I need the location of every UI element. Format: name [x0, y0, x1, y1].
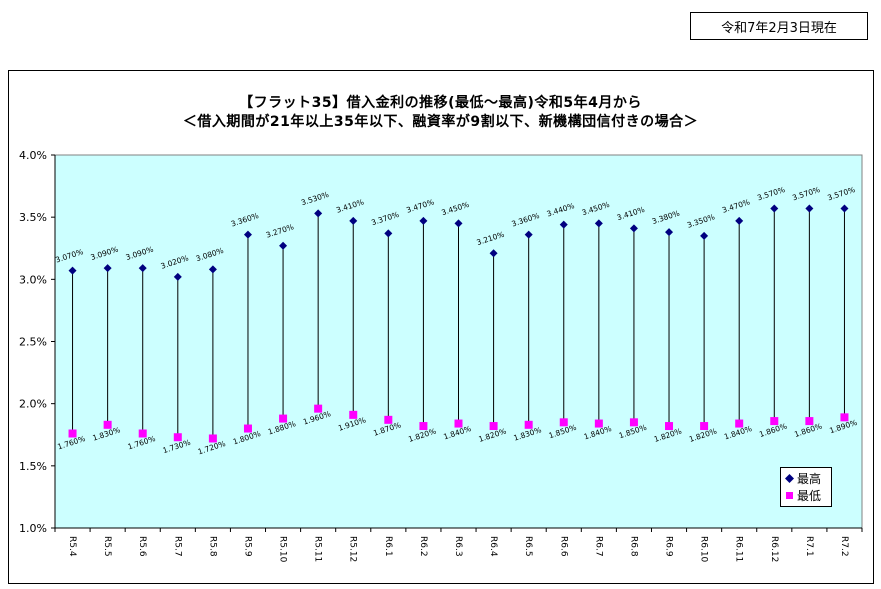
max-point — [349, 216, 358, 225]
y-tick-label: 4.0% — [19, 149, 47, 162]
x-tick-label: R5.6 — [137, 536, 147, 557]
min-point — [489, 422, 498, 431]
min-point — [594, 419, 603, 428]
y-tick-label: 3.5% — [19, 211, 47, 224]
max-point — [208, 265, 217, 274]
x-tick-label: R6.6 — [558, 536, 568, 557]
max-point — [559, 220, 568, 229]
legend-item-max: 最高 — [785, 470, 831, 487]
min-point — [770, 417, 779, 426]
y-axis: 1.0% 1.5% 2.0% 2.5% 3.0% 3.5% 4.0% — [19, 149, 56, 535]
max-point — [314, 209, 323, 218]
x-tick-label: R5.12 — [348, 536, 358, 562]
min-point — [665, 422, 674, 431]
x-tick-label: R5.11 — [313, 536, 323, 562]
min-point — [840, 413, 849, 422]
max-point — [384, 229, 393, 238]
as-of-date: 令和7年2月3日現在 — [690, 12, 868, 40]
max-point — [68, 266, 77, 275]
x-tick-label: R6.2 — [418, 536, 428, 557]
min-point — [243, 424, 252, 433]
chart-title: 【フラット35】借入金利の推移(最低～最高)令和5年4月から — [239, 95, 642, 111]
min-point — [524, 420, 533, 429]
min-point — [735, 419, 744, 428]
x-tick-label: R6.7 — [593, 536, 603, 557]
legend-item-min: 最低 — [785, 487, 831, 504]
square-icon — [785, 489, 794, 503]
min-point — [700, 422, 709, 431]
max-point — [594, 219, 603, 228]
max-point — [103, 264, 112, 273]
x-tick-label: R5.4 — [67, 536, 77, 557]
max-point — [629, 224, 638, 233]
max-point — [419, 216, 428, 225]
min-point — [314, 404, 323, 413]
x-tick-label: R6.12 — [769, 536, 779, 562]
min-point — [629, 418, 638, 427]
max-point — [138, 264, 147, 273]
y-tick-label: 1.5% — [19, 460, 47, 473]
range-lines — [72, 208, 845, 439]
max-point — [770, 204, 779, 213]
max-point — [665, 228, 674, 237]
max-point — [735, 216, 744, 225]
x-tick-label: R6.9 — [664, 536, 674, 557]
x-tick-label: R5.8 — [207, 536, 217, 557]
max-point — [489, 249, 498, 258]
legend-label-max: 最高 — [797, 472, 822, 486]
x-tick-label: R6.1 — [383, 536, 393, 557]
chart-legend: 最高 最低 — [780, 467, 832, 507]
x-tick-label: R5.10 — [278, 536, 288, 563]
max-point — [173, 272, 182, 281]
legend-label-min: 最低 — [797, 489, 822, 503]
min-point — [384, 415, 393, 424]
x-tick-label: R6.4 — [488, 536, 498, 557]
max-point — [524, 230, 533, 239]
x-tick-label: R7.1 — [804, 536, 814, 557]
x-tick-label: R5.7 — [172, 536, 182, 557]
y-tick-label: 2.5% — [19, 336, 47, 349]
min-point — [805, 417, 814, 426]
x-tick-label: R6.10 — [699, 536, 709, 563]
min-point — [138, 429, 147, 438]
x-tick-label: R6.8 — [628, 536, 638, 557]
y-tick-label: 1.0% — [19, 522, 47, 535]
x-axis: R5.4 R5.5 R5.6 R5.7 R5.8 R5.9 R5.10 R5.11 R5.12 R… — [54, 527, 863, 563]
min-point — [208, 434, 217, 443]
min-point — [68, 429, 77, 438]
diamond-icon — [785, 472, 794, 486]
y-tick-label: 2.0% — [19, 398, 47, 411]
min-point — [559, 418, 568, 427]
max-point — [840, 204, 849, 213]
max-point — [279, 241, 288, 250]
x-tick-label: R6.11 — [734, 536, 744, 562]
min-point — [349, 410, 358, 419]
min-point — [279, 414, 288, 423]
x-tick-label: R7.2 — [839, 536, 849, 557]
min-point — [173, 433, 182, 442]
max-point — [700, 231, 709, 240]
min-point — [419, 422, 428, 431]
x-tick-label: R5.9 — [242, 536, 252, 557]
chart-subtitle: ＜借入期間が21年以上35年以下、融資率が9割以下、新機構団信付きの場合＞ — [182, 114, 699, 130]
x-tick-label: R6.3 — [453, 536, 463, 557]
max-point — [243, 230, 252, 239]
x-tick-label: R6.5 — [523, 536, 533, 557]
max-point — [454, 219, 463, 228]
max-point — [805, 204, 814, 213]
x-tick-label: R5.5 — [102, 536, 112, 557]
y-tick-label: 3.0% — [19, 273, 47, 286]
min-point — [103, 420, 112, 429]
min-point — [454, 419, 463, 428]
